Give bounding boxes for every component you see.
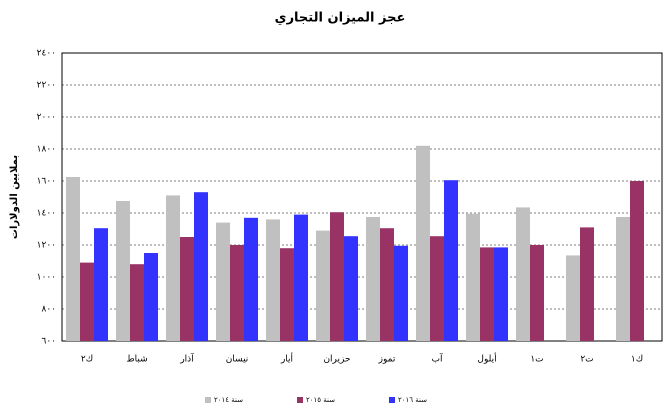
bar [280, 248, 294, 341]
bar [116, 201, 130, 341]
chart-title: عجز الميزان التجاري [275, 11, 406, 26]
y-tick-label: ٦٠٠ [41, 337, 56, 347]
x-tick-label: آب [432, 353, 443, 365]
bar [166, 195, 180, 341]
bar [266, 219, 280, 341]
bar [566, 255, 580, 341]
legend-label: سنة ٢٠١٥ [306, 396, 335, 404]
y-tick-label: ١٢٠٠ [37, 241, 56, 251]
legend-swatch [389, 397, 395, 403]
bar [394, 245, 408, 341]
bar [230, 245, 244, 341]
bar [80, 262, 94, 341]
y-tick-label: ٨٠٠ [41, 305, 56, 315]
y-tick-label: ١٤٠٠ [37, 209, 56, 219]
y-tick-label: ٢٤٠٠ [37, 49, 56, 59]
x-tick-label: تموز [378, 355, 396, 365]
y-axis-label: بملايين الدولارات [9, 155, 20, 239]
bar [380, 228, 394, 341]
bar [180, 237, 194, 341]
x-tick-label: شباط [126, 355, 147, 365]
bar [494, 247, 508, 341]
bar [94, 228, 108, 341]
legend-label: سنة ٢٠١٦ [398, 396, 427, 404]
bar [66, 177, 80, 341]
bar [316, 230, 330, 341]
x-tick-label: آذار [179, 353, 194, 365]
bar [444, 180, 458, 341]
x-tick-label: نيسان [226, 355, 249, 365]
bar [530, 245, 544, 341]
bar [630, 181, 644, 341]
x-tick-label: أيار [280, 353, 293, 365]
bar [144, 253, 158, 341]
bar [480, 247, 494, 341]
x-tick-label: ت٢ [580, 355, 593, 365]
y-tick-label: ١٠٠٠ [37, 273, 56, 283]
bar [430, 236, 444, 341]
bar [366, 217, 380, 341]
bar [616, 217, 630, 341]
legend-swatch [205, 397, 211, 403]
plot-border [61, 52, 663, 342]
bar [294, 214, 308, 341]
bar [466, 213, 480, 341]
bar [216, 222, 230, 341]
bar [516, 207, 530, 341]
bar [344, 236, 358, 341]
bar [244, 217, 258, 341]
legend-swatch [297, 397, 303, 403]
x-tick-label: ت١ [530, 355, 543, 365]
y-tick-label: ٢٠٠٠ [37, 113, 56, 123]
y-tick-label: ١٦٠٠ [37, 177, 56, 187]
bar [330, 212, 344, 341]
bar [416, 145, 430, 341]
legend-label: سنة ٢٠١٤ [214, 396, 243, 404]
x-tick-label: ك٢ [81, 355, 93, 365]
bar [580, 227, 594, 341]
x-tick-label: حزيران [323, 355, 350, 365]
y-tick-label: ١٨٠٠ [37, 145, 56, 155]
x-tick-label: ك١ [631, 355, 643, 365]
bar [130, 264, 144, 341]
y-tick-label: ٢٢٠٠ [37, 81, 56, 91]
bar [194, 192, 208, 341]
x-tick-label: أيلول [477, 353, 496, 365]
